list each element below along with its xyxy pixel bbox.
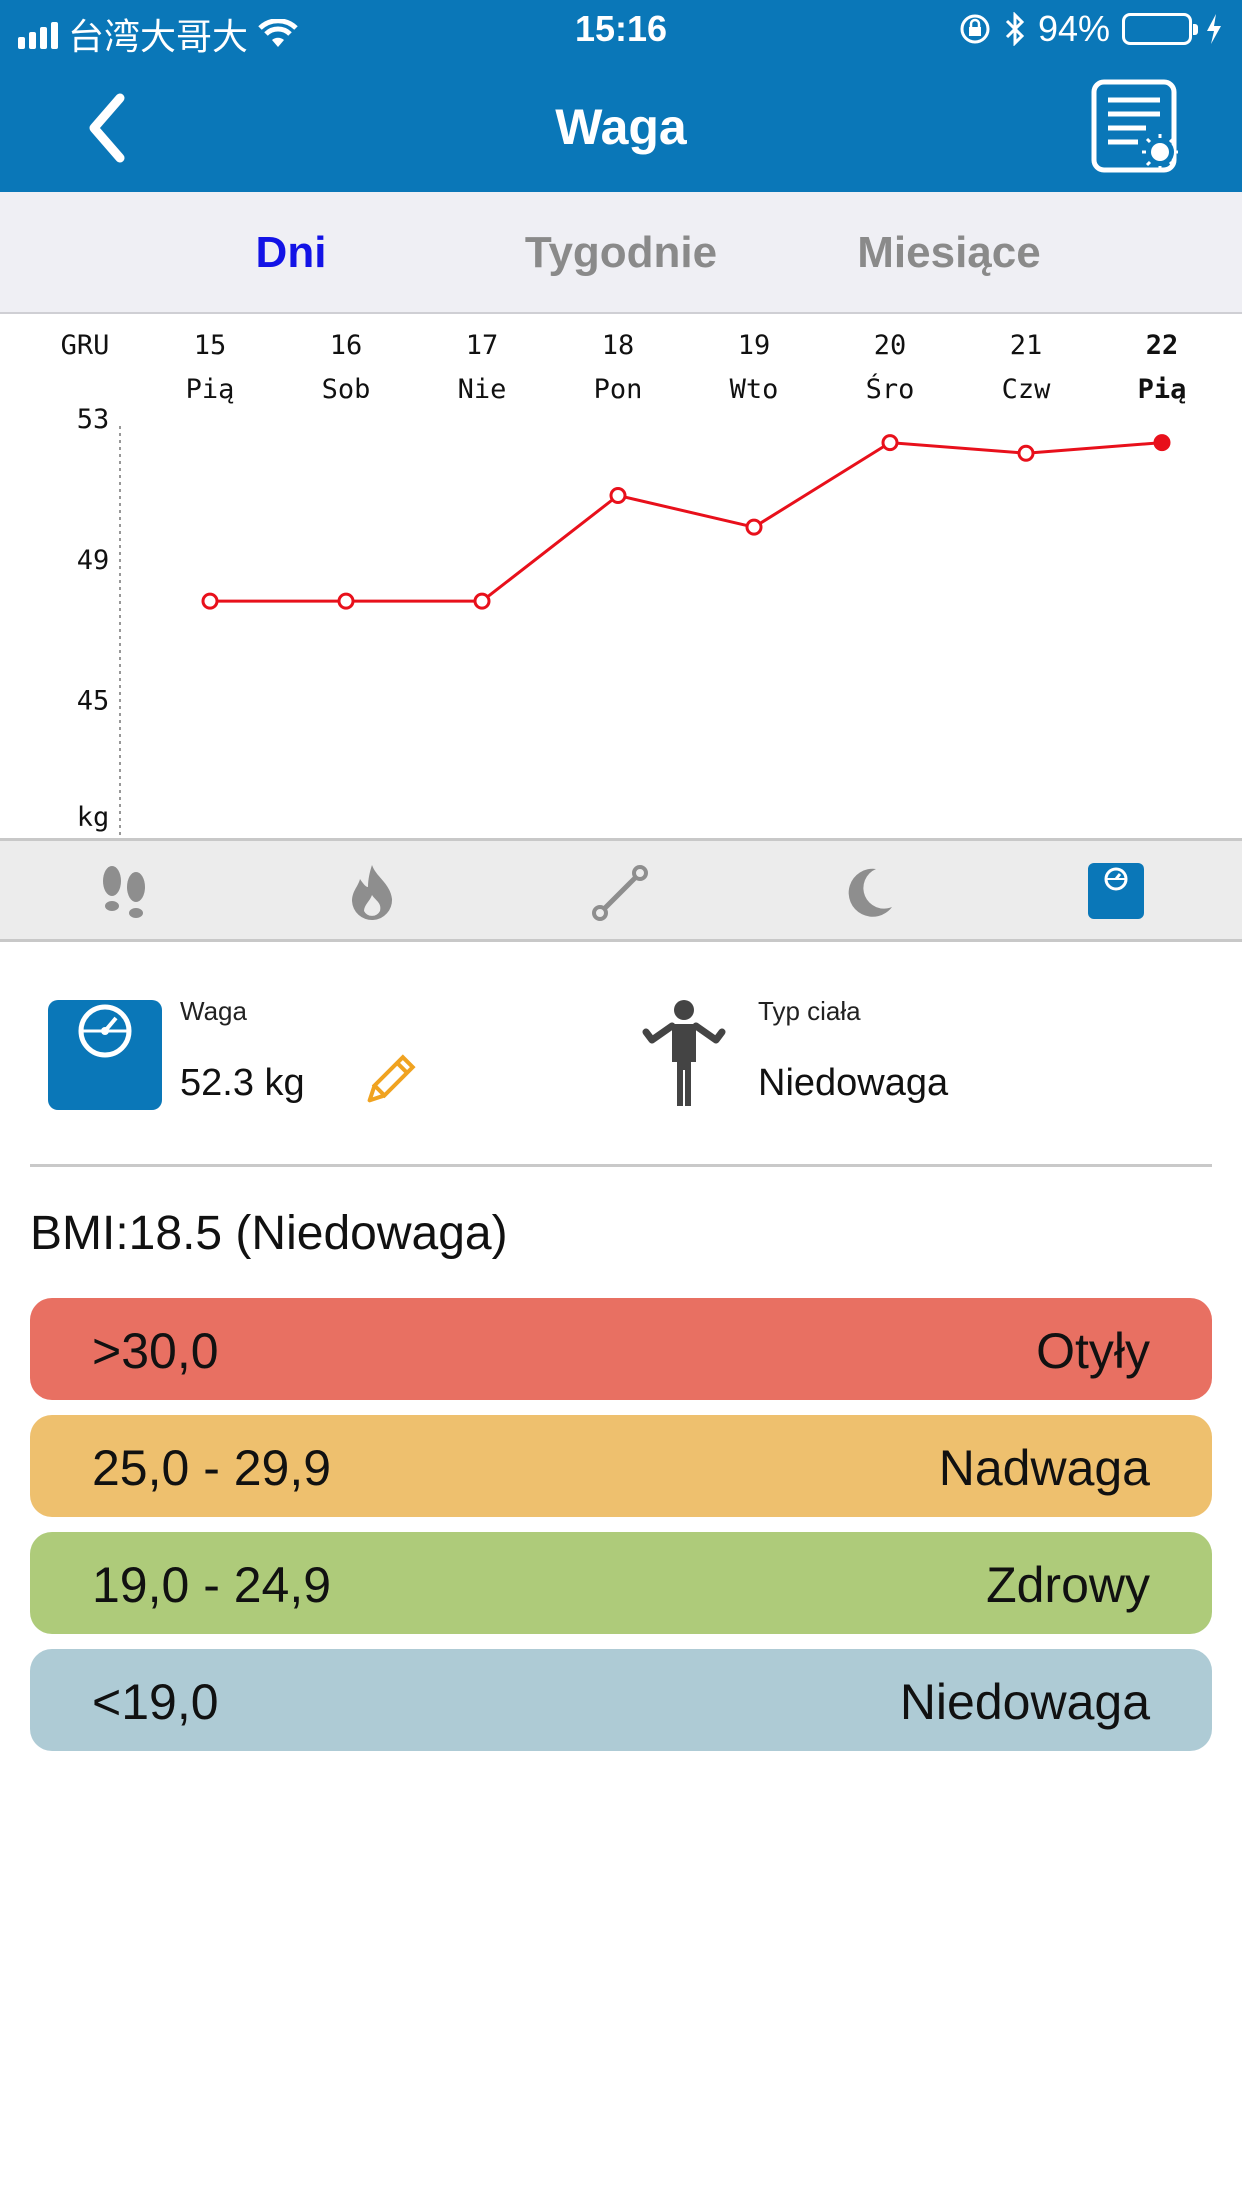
bmi-band-overweight: 25,0 - 29,9 Nadwaga [30,1415,1212,1517]
bmi-band-range: >30,0 [92,1323,219,1379]
bmi-band-underweight: <19,0 Niedowaga [30,1649,1212,1751]
chart-weight-line [210,441,1163,603]
period-tabs: Dni Tygodnie Miesiące [0,192,1242,314]
chart-weekday-label: Czw [1002,374,1052,405]
body-type-value: Niedowaga [758,1062,949,1104]
status-bar: 台湾大哥大 15:16 94% [0,0,1242,62]
weight-value: 52.3 kg [180,1062,305,1104]
chart-data-point [201,592,219,610]
chart-data-point [337,592,355,610]
bmi-band-label: Niedowaga [899,1674,1150,1730]
weight-chart: GRU 15 Pią 16 Sob 17 Nie 18 Pon 19 Wto 20 Śro 21 Czw 22… [61,330,1187,838]
flame-icon[interactable] [340,861,404,925]
tab-days[interactable]: Dni [255,228,327,277]
chart-day-label: 16 [330,330,363,361]
bmi-band-range: 19,0 - 24,9 [92,1557,332,1613]
carrier-name: 台湾大哥大 [68,16,249,57]
chart-day-label: 18 [602,330,635,361]
report-button[interactable] [1090,78,1182,176]
status-right: 94% [958,8,1224,50]
chart-data-point [473,592,491,610]
status-time: 15:16 [574,8,668,49]
wifi-icon [258,19,298,47]
bmi-summary: BMI:18.5 (Niedowaga) [30,1207,508,1260]
battery-percent: 94% [1037,8,1110,49]
chart-weekday-label: Pon [594,374,643,405]
body-type-person-icon [642,1000,726,1106]
bmi-band-label: Nadwaga [938,1440,1150,1496]
status-left: 台湾大哥大 [18,8,298,60]
bmi-band-obese: >30,0 Otyły [30,1298,1212,1400]
weight-label: Waga [180,996,247,1026]
chart-day-label: 21 [1010,330,1043,361]
chart-y-tick-label: 49 [77,545,110,576]
chart-day-label: 20 [874,330,907,361]
chart-data-point [1153,434,1171,452]
bmi-band-label: Otyły [1036,1323,1150,1379]
chart-day-label: 15 [194,330,227,361]
chart-data-point [1017,444,1035,462]
battery-icon [1122,13,1198,45]
orientation-lock-icon [960,14,990,44]
tab-weeks[interactable]: Tygodnie [524,228,718,277]
charging-icon [1207,14,1221,44]
chart-day-label: 19 [738,330,771,361]
back-button[interactable] [80,88,140,168]
pencil-icon [367,1054,416,1103]
chart-weekday-label: Śro [866,373,915,405]
chart-data-point [609,486,627,504]
chart-day-label: 17 [466,330,499,361]
chart-weekday-label: Pią [1138,374,1187,405]
cellular-signal-icon [18,19,58,49]
footsteps-icon[interactable] [92,861,156,925]
page-title: Waga [555,99,687,155]
bmi-band-range: <19,0 [92,1674,219,1730]
bluetooth-icon [1005,12,1025,46]
report-settings-icon [1091,79,1178,173]
chart-weekday-label: Sob [322,374,371,405]
body-type-label: Typ ciała [758,996,861,1026]
divider [30,1164,1212,1167]
scale-icon[interactable] [1086,861,1146,921]
chart-y-unit-label: kg [77,802,110,833]
edit-weight-button[interactable] [358,1052,418,1112]
chart-weekday-label: Wto [730,374,779,405]
distance-icon[interactable] [588,861,652,925]
bmi-band-healthy: 19,0 - 24,9 Zdrowy [30,1532,1212,1634]
chart-weekday-label: Pią [186,374,235,405]
top-bar: 台湾大哥大 15:16 94% Waga [0,0,1242,192]
metric-selector-bar [0,838,1242,942]
bmi-band-range: 25,0 - 29,9 [92,1440,332,1496]
chart-data-point [881,434,899,452]
chart-data-point [745,518,763,536]
scale-large-icon [48,1000,162,1110]
chart-month-label: GRU [61,330,110,361]
moon-icon[interactable] [836,861,900,925]
chart-weekday-label: Nie [458,374,507,405]
bmi-band-label: Zdrowy [986,1557,1150,1613]
chart-y-tick-label: 45 [77,686,110,717]
chevron-left-icon [89,93,125,163]
chart-y-tick-label: 53 [77,404,110,435]
chart-day-label: 22 [1146,330,1179,361]
tab-months[interactable]: Miesiące [857,228,1041,277]
